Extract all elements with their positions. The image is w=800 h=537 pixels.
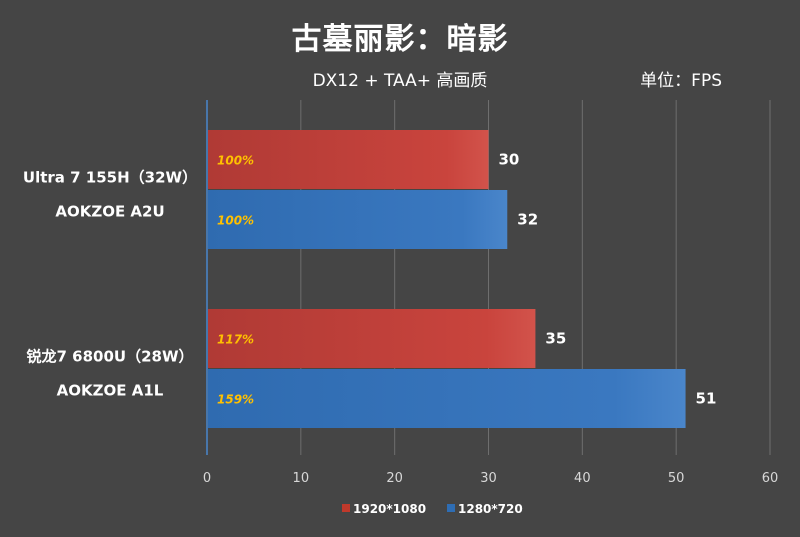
bar [208, 190, 508, 249]
category-label: 锐龙7 6800U（28W） [26, 348, 193, 366]
chart-title: 古墓丽影：暗影 [291, 22, 509, 57]
labels: 0 10 20 30 40 50 60 30 100% 32 100% Ultra 7 155H（32… [23, 151, 778, 487]
legend-swatch [447, 504, 455, 512]
category-label: Ultra 7 155H（32W） [23, 169, 197, 187]
bar [208, 130, 489, 189]
percent-label: 100% [217, 214, 254, 228]
x-tick-label: 60 [762, 471, 779, 486]
data-label: 30 [499, 151, 520, 169]
legend: 1920*1080 1280*720 [342, 502, 523, 516]
percent-label: 100% [217, 154, 254, 168]
legend-swatch [342, 504, 350, 512]
legend-label: 1920*1080 [353, 502, 426, 516]
unit-label: 单位：FPS [640, 71, 722, 91]
bars [208, 130, 686, 428]
x-tick-label: 50 [668, 471, 685, 486]
category-label: AOKZOE A2U [55, 203, 164, 221]
data-label: 35 [545, 330, 566, 348]
data-label: 32 [517, 211, 538, 229]
chart-subtitle: DX12 + TAA+ 高画质 [312, 71, 488, 91]
bar [208, 309, 536, 368]
data-label: 51 [696, 390, 717, 408]
bar [208, 369, 686, 428]
x-tick-label: 10 [293, 471, 310, 486]
category-label: AOKZOE A1L [57, 382, 164, 400]
percent-label: 159% [217, 393, 254, 407]
x-tick-label: 40 [574, 471, 591, 486]
x-tick-label: 0 [203, 471, 211, 486]
x-tick-label: 30 [480, 471, 497, 486]
percent-label: 117% [217, 333, 254, 347]
x-tick-label: 20 [386, 471, 403, 486]
legend-label: 1280*720 [458, 502, 523, 516]
